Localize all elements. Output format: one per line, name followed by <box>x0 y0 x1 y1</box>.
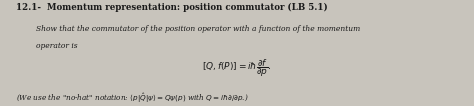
Text: operator is: operator is <box>36 42 77 50</box>
Text: Show that the commutator of the position operator with a function of the momentu: Show that the commutator of the position… <box>36 25 360 33</box>
Text: 12.1-  Momentum representation: position commutator (LB 5.1): 12.1- Momentum representation: position … <box>16 3 328 12</box>
Text: (We use the "no-hat" notation: $\langle p|\hat{Q}|\psi\rangle = Q\psi(p)$ with $: (We use the "no-hat" notation: $\langle … <box>16 91 248 105</box>
Text: $[Q, f(P)] = i\hbar\dfrac{\partial f}{\partial p}$.: $[Q, f(P)] = i\hbar\dfrac{\partial f}{\p… <box>202 57 272 79</box>
